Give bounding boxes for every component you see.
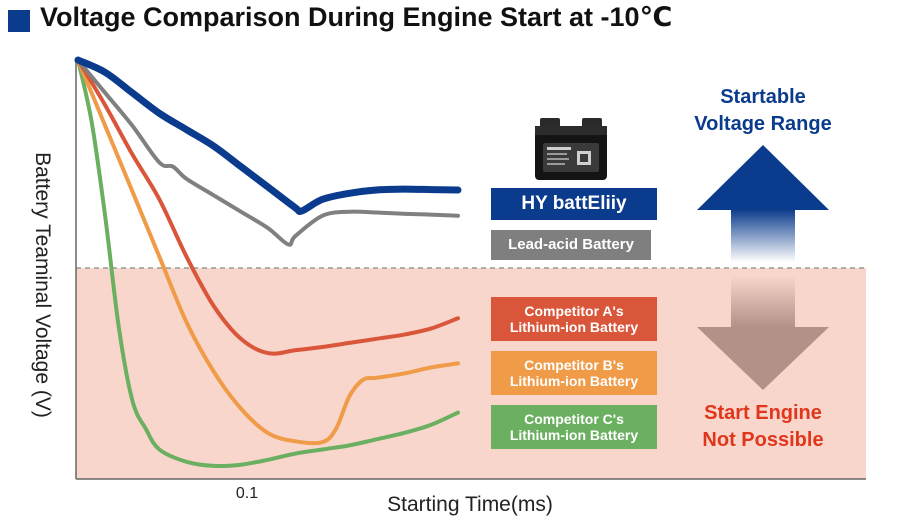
legend-competitor-c: Competitor C's Lithium-ion Battery	[491, 405, 657, 449]
not-possible-label: Start Engine Not Possible	[702, 400, 823, 454]
not-possible-line2: Not Possible	[702, 429, 824, 451]
legend-competitor-a: Competitor A's Lithium-ion Battery	[491, 297, 657, 341]
legend-label-line2: Lithium-ion Battery	[509, 373, 639, 389]
x-axis-label: Starting Time(ms)	[387, 493, 553, 516]
series-line-2	[76, 58, 460, 356]
legend-label-line2: Lithium-ion Battery	[509, 427, 639, 443]
legend-label: HY battEliiy	[521, 193, 627, 215]
y-axis-label: Battery Teaminal Voltage (V)	[31, 152, 54, 418]
battery-icon	[535, 118, 607, 180]
legend-label-line1: Competitor B's	[524, 356, 624, 373]
startable-line1: Startable	[720, 86, 806, 108]
startable-line2: Voltage Range	[694, 113, 832, 135]
startable-range-label: Startable Voltage Range	[694, 84, 831, 138]
legend-label-line2: Lithium-ion Battery	[509, 319, 639, 335]
legend-hy-batteliiy: HY battEliiy	[491, 188, 657, 220]
legend-label-line1: Competitor A's	[524, 302, 624, 319]
series-line-1	[76, 58, 460, 247]
chart-title: Voltage Comparison During Engine Start a…	[40, 2, 673, 32]
not-possible-arrow-icon	[697, 276, 829, 390]
legend-label: Lead-acid Battery	[508, 236, 634, 254]
legend-label-line1: Competitor C's	[524, 410, 624, 427]
legend-competitor-b: Competitor B's Lithium-ion Battery	[491, 351, 657, 395]
startable-arrow-icon	[697, 145, 829, 262]
legend-lead-acid: Lead-acid Battery	[491, 230, 651, 260]
title-square-icon	[8, 10, 30, 32]
series-line-0	[74, 56, 462, 215]
series-line-3	[76, 58, 460, 446]
x-tick-label: 0.1	[235, 485, 259, 502]
not-possible-line1: Start Engine	[704, 402, 822, 424]
series-line-4	[76, 58, 460, 469]
